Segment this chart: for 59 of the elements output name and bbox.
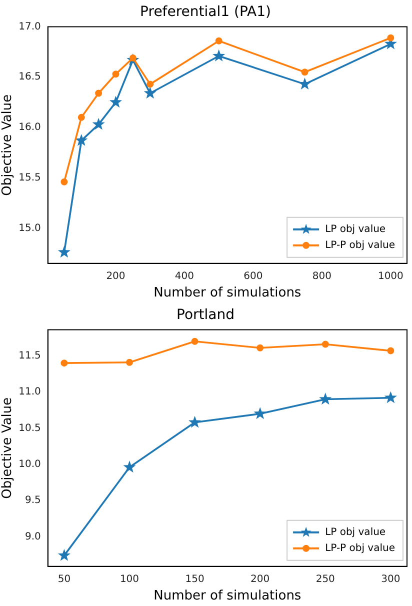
point [109,96,122,108]
point [254,407,266,420]
x-tick-label: 50 [58,574,71,585]
point [188,416,202,428]
y-tick-label: 11.5 [18,350,41,362]
y-tick-label: 10.0 [18,458,41,470]
point [78,114,85,121]
legend-label: LP-P obj value [325,542,395,554]
point [384,391,397,404]
x-tick-label: 100 [120,574,140,585]
point [256,344,264,352]
point [112,70,120,78]
x-axis-title: Number of simulations [154,286,302,301]
point [319,392,332,405]
x-tick-label: 200 [106,270,126,282]
point [126,358,133,366]
point [92,118,105,130]
point [322,340,329,348]
x-tick-label: 200 [250,574,270,585]
y-tick-label: 17.0 [18,21,41,32]
point [58,246,70,258]
chart-title: Portland [176,307,234,324]
x-tick-label: 300 [381,574,400,585]
point [387,34,394,42]
y-tick-label: 11.0 [18,386,41,398]
point [212,49,226,62]
point [123,460,136,473]
legend-label: LP obj value [325,224,386,235]
point [60,360,68,367]
x-tick-label: 800 [312,270,332,282]
point [146,80,154,88]
point [144,86,156,99]
point [95,90,102,97]
y-axis-title: Objective Value [0,94,16,196]
chart-title: Preferential1 (PA1) [140,4,271,20]
y-tick-label: 16.0 [18,122,41,134]
point [215,37,222,44]
x-axis-title: Number of simulations [154,588,302,604]
y-tick-label: 9.0 [24,531,41,542]
point [75,134,88,146]
point [298,78,312,90]
x-tick-label: 1000 [378,270,404,282]
point [60,178,68,186]
y-tick-label: 9.5 [24,495,41,506]
legend-label: LP-P obj value [325,240,395,251]
y-tick-label: 15.0 [18,222,41,234]
x-tick-label: 250 [316,574,335,585]
point [58,548,70,561]
y-tick-label: 10.5 [18,422,41,434]
point [301,68,308,76]
point [387,347,394,354]
y-tick-label: 16.5 [18,72,41,83]
x-tick-label: 150 [185,574,204,585]
x-tick-label: 600 [244,270,263,282]
legend-label: LP obj value [325,526,386,538]
x-tick-label: 400 [174,270,194,282]
point [191,338,198,345]
y-tick-label: 15.5 [18,172,41,184]
y-axis-title: Objective Value [0,397,16,499]
